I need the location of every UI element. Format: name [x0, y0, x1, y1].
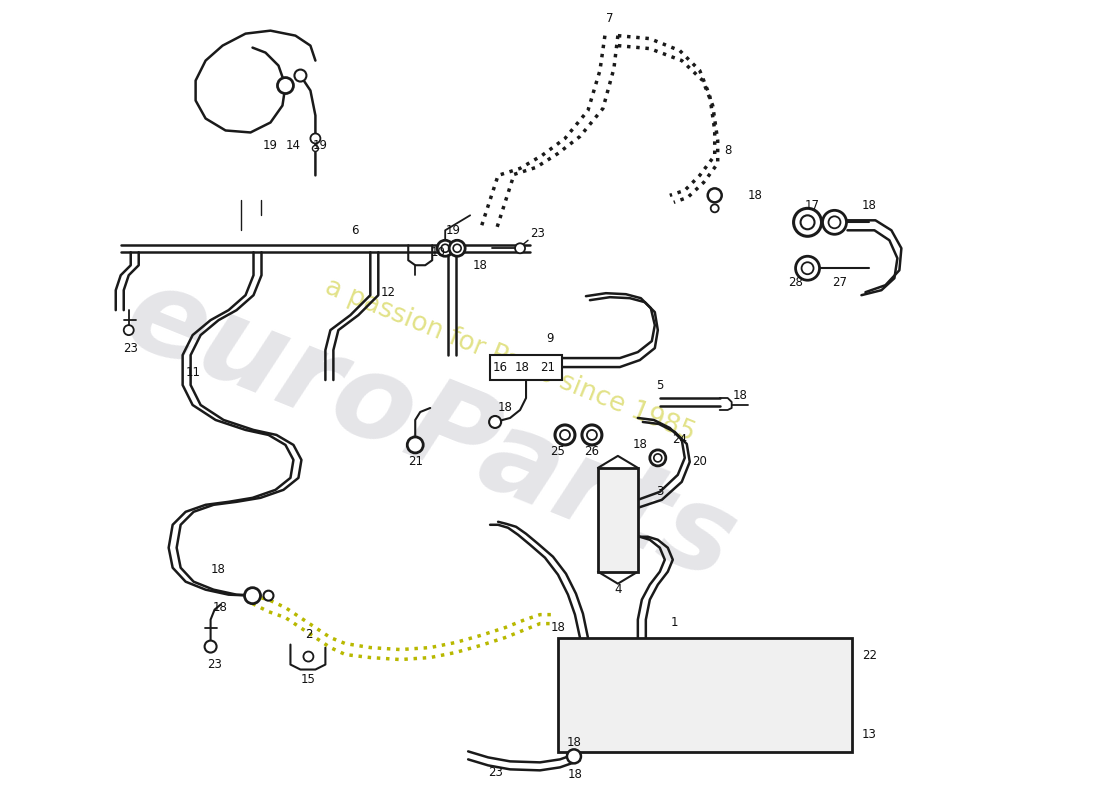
Circle shape — [304, 651, 313, 662]
Circle shape — [711, 204, 718, 212]
Text: 28: 28 — [788, 276, 803, 289]
Circle shape — [587, 430, 597, 440]
Circle shape — [490, 416, 502, 428]
Circle shape — [566, 750, 581, 763]
Text: 3: 3 — [656, 486, 663, 498]
Bar — [558, 638, 852, 752]
Circle shape — [650, 450, 666, 466]
Circle shape — [582, 425, 602, 445]
Circle shape — [801, 215, 814, 230]
Text: 19: 19 — [446, 224, 461, 237]
Text: 18: 18 — [473, 258, 487, 272]
Circle shape — [312, 146, 318, 151]
Circle shape — [437, 240, 453, 256]
Text: 8: 8 — [724, 144, 732, 157]
Text: 21: 21 — [540, 361, 556, 374]
Text: 4: 4 — [614, 583, 622, 596]
Text: 25: 25 — [550, 446, 565, 458]
Circle shape — [707, 188, 722, 202]
Text: euroParts: euroParts — [109, 255, 751, 605]
Text: 17: 17 — [805, 199, 820, 212]
Circle shape — [828, 216, 840, 228]
Circle shape — [556, 425, 575, 445]
Text: 26: 26 — [584, 446, 600, 458]
Text: 23: 23 — [487, 766, 503, 779]
Circle shape — [441, 244, 449, 252]
Text: 1: 1 — [671, 616, 679, 629]
Text: 16: 16 — [493, 361, 507, 374]
Circle shape — [295, 70, 307, 82]
Text: 14: 14 — [286, 139, 301, 152]
Text: 18: 18 — [632, 438, 647, 451]
Text: 22: 22 — [862, 649, 877, 662]
Text: 5: 5 — [656, 378, 663, 391]
Circle shape — [277, 78, 294, 94]
Text: 18: 18 — [213, 601, 228, 614]
Text: 7: 7 — [606, 12, 614, 25]
Text: 13: 13 — [862, 728, 877, 741]
Text: 18: 18 — [211, 563, 226, 576]
Text: 10: 10 — [431, 246, 446, 258]
Text: 18: 18 — [515, 361, 529, 374]
Text: a passion for Parts since 1985: a passion for Parts since 1985 — [321, 274, 698, 446]
Text: 20: 20 — [692, 455, 707, 468]
Circle shape — [205, 641, 217, 653]
Circle shape — [515, 243, 525, 254]
Text: 19: 19 — [312, 139, 328, 152]
Circle shape — [453, 244, 461, 252]
Circle shape — [560, 430, 570, 440]
Text: 2: 2 — [305, 628, 312, 641]
Circle shape — [310, 134, 320, 143]
Bar — [598, 468, 638, 572]
Text: 27: 27 — [832, 276, 847, 289]
Text: 18: 18 — [568, 768, 582, 781]
Circle shape — [407, 437, 424, 453]
Circle shape — [653, 454, 662, 462]
Text: 15: 15 — [301, 673, 316, 686]
Text: 18: 18 — [747, 189, 762, 202]
Text: 18: 18 — [497, 402, 513, 414]
Text: 6: 6 — [352, 224, 359, 237]
Circle shape — [793, 208, 822, 236]
Text: 18: 18 — [566, 736, 582, 749]
Text: 21: 21 — [408, 455, 422, 468]
Text: 23: 23 — [123, 342, 139, 354]
Text: 18: 18 — [733, 389, 747, 402]
Bar — [491, 355, 562, 380]
Circle shape — [264, 590, 274, 601]
Text: 23: 23 — [530, 226, 546, 240]
Circle shape — [449, 240, 465, 256]
Circle shape — [823, 210, 847, 234]
Text: 11: 11 — [186, 366, 201, 378]
Circle shape — [244, 588, 261, 604]
Circle shape — [795, 256, 820, 280]
Circle shape — [123, 325, 134, 335]
Text: 18: 18 — [862, 199, 877, 212]
Text: 23: 23 — [207, 658, 222, 671]
Text: 18: 18 — [550, 621, 565, 634]
Text: 9: 9 — [547, 332, 553, 345]
Text: 19: 19 — [263, 139, 278, 152]
Circle shape — [802, 262, 814, 274]
Text: 12: 12 — [381, 286, 396, 298]
Text: 24: 24 — [672, 434, 688, 446]
